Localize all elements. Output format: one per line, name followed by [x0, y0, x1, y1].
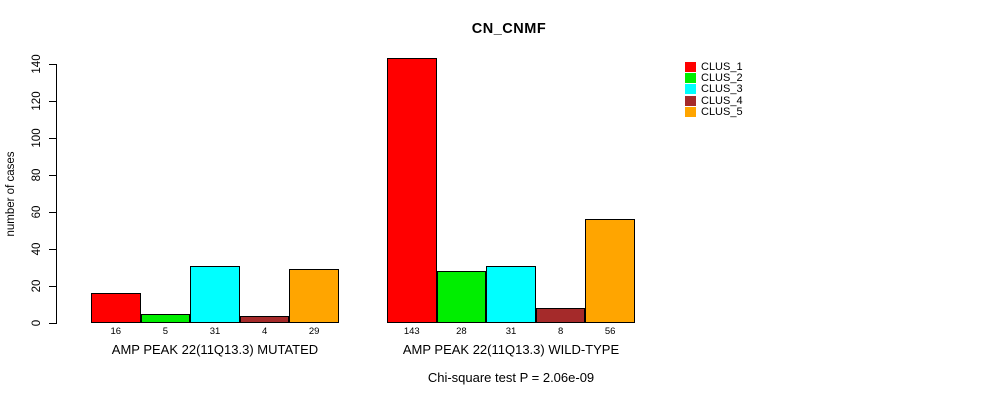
y-tick — [49, 248, 56, 250]
legend-row: CLUS_4 — [685, 95, 743, 106]
y-tick — [49, 285, 56, 287]
bar — [585, 219, 635, 323]
legend-swatch — [685, 106, 696, 117]
bar-value-label: 8 — [557, 326, 564, 337]
legend: CLUS_1 CLUS_2 CLUS_3 CLUS_4 CLUS_5 — [685, 61, 743, 117]
bar-value-label: 143 — [403, 326, 420, 337]
y-axis-title: number of cases — [5, 151, 17, 237]
bar — [91, 293, 141, 323]
legend-row: CLUS_2 — [685, 72, 743, 83]
y-tick — [49, 137, 56, 139]
legend-row: CLUS_1 — [685, 61, 743, 72]
legend-label: CLUS_2 — [701, 71, 743, 84]
legend-row: CLUS_3 — [685, 84, 743, 95]
y-tick-label: 0 — [31, 319, 43, 327]
bar-value-label: 4 — [261, 326, 268, 337]
legend-label: CLUS_4 — [701, 94, 743, 107]
bar — [190, 265, 240, 323]
y-tick — [49, 174, 56, 176]
bar — [535, 308, 586, 323]
y-tick — [49, 63, 56, 65]
group-label-mutated: AMP PEAK 22(11Q13.3) MUTATED — [111, 342, 319, 357]
bar — [486, 265, 536, 323]
bar — [140, 313, 191, 323]
group-label-wildtype: AMP PEAK 22(11Q13.3) WILD-TYPE — [402, 342, 620, 357]
y-tick — [49, 100, 56, 102]
y-tick-label: 140 — [31, 54, 43, 74]
bar-value-label: 5 — [162, 326, 169, 337]
y-tick — [49, 322, 56, 324]
chi-square-note: Chi-square test P = 2.06e-09 — [427, 370, 595, 385]
bar — [436, 271, 487, 323]
legend-swatch — [685, 72, 696, 83]
legend-swatch — [685, 84, 696, 95]
legend-label: CLUS_5 — [701, 105, 743, 118]
y-tick-label: 60 — [31, 205, 43, 219]
y-tick-label: 100 — [31, 128, 43, 148]
legend-row: CLUS_5 — [685, 106, 743, 117]
chart-title: CN_CNMF — [471, 21, 547, 37]
bar — [239, 315, 290, 323]
bar-value-label: 31 — [505, 326, 517, 337]
legend-swatch — [685, 95, 696, 106]
y-tick — [49, 211, 56, 213]
bar — [387, 58, 437, 323]
bar — [289, 269, 339, 323]
y-tick-label: 120 — [31, 91, 43, 111]
y-tick-label: 40 — [31, 242, 43, 256]
y-axis-line — [56, 63, 58, 324]
bar-value-label: 29 — [308, 326, 320, 337]
bar-value-label: 28 — [456, 326, 467, 337]
bar-value-label: 16 — [110, 326, 122, 337]
legend-label: CLUS_3 — [701, 83, 743, 96]
bar-value-label: 31 — [209, 326, 221, 337]
bar-value-label: 56 — [604, 326, 616, 337]
legend-swatch — [685, 61, 696, 72]
legend-label: CLUS_1 — [701, 60, 743, 73]
y-tick-label: 80 — [31, 168, 43, 182]
y-tick-label: 20 — [31, 279, 43, 293]
